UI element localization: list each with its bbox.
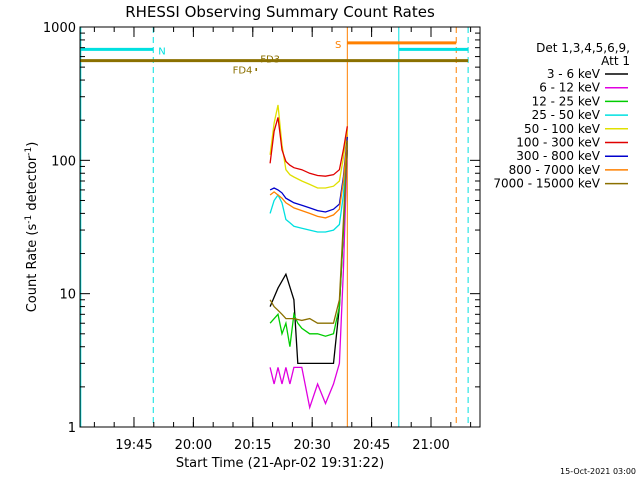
legend-entry-label: 800 - 7000 keV [509, 163, 601, 177]
legend-entry-label: 6 - 12 keV [539, 81, 601, 95]
x-tick-label: 19:45 [115, 438, 152, 453]
x-axis: 19:45 20:00 20:15 20:30 20:45 21:00 [93, 27, 472, 453]
flag-label-s: S [335, 40, 341, 51]
legend-entry-label: 100 - 300 keV [516, 136, 600, 150]
series-line-50-100-kev [269, 104, 348, 189]
y-axis: 1 10 100 1000 [43, 21, 480, 436]
flag-label-n: N [158, 46, 165, 57]
x-tick-label: 20:30 [293, 438, 330, 453]
legend-entry-label: 300 - 800 keV [516, 149, 600, 163]
x-tick-label: 20:00 [175, 438, 212, 453]
x-axis-label: Start Time (21-Apr-02 19:31:22) [176, 456, 384, 471]
series-line-6-12-kev [269, 145, 348, 411]
plot-frame [79, 26, 481, 428]
y-tick-label: 1000 [43, 21, 76, 36]
series-line-300-800-kev [269, 136, 348, 213]
legend-entry-label: 50 - 100 keV [524, 122, 601, 136]
flag-label-fd4: FD4 [233, 66, 253, 77]
flag-label-fd3: FD3 [260, 55, 280, 66]
series-line-7000-15000-kev [269, 140, 348, 324]
legend-entry-label: 25 - 50 keV [532, 108, 601, 122]
chart-title: RHESSI Observing Summary Count Rates [125, 3, 435, 21]
y-tick-label: 10 [59, 288, 76, 303]
legend-entry-label: 3 - 6 keV [547, 67, 601, 81]
y-tick-label: 1 [68, 421, 76, 436]
y-axis-label: Count Rate (s-1 detector-1) [24, 142, 40, 313]
x-tick-label: 20:45 [353, 438, 390, 453]
series-line-12-25-kev [269, 142, 348, 347]
y-tick-label: 100 [51, 154, 76, 169]
x-tick-label: 21:00 [412, 438, 449, 453]
x-tick-label: 20:15 [234, 438, 271, 453]
generation-date: 15-Oct-2021 03:00 [560, 467, 636, 476]
series-line-25-50-kev [269, 140, 348, 233]
plot-area: N S FD3 FD4 [80, 27, 469, 427]
series-line-100-300-kev [269, 117, 348, 177]
legend-header-line-2: Att 1 [601, 54, 630, 68]
legend-entry-label: 7000 - 15000 keV [493, 177, 600, 191]
series-line-800-7000-kev [269, 140, 348, 219]
legend-entry-label: 12 - 25 keV [532, 94, 601, 108]
legend-header-line-1: Det 1,3,4,5,6,9, [536, 41, 630, 55]
